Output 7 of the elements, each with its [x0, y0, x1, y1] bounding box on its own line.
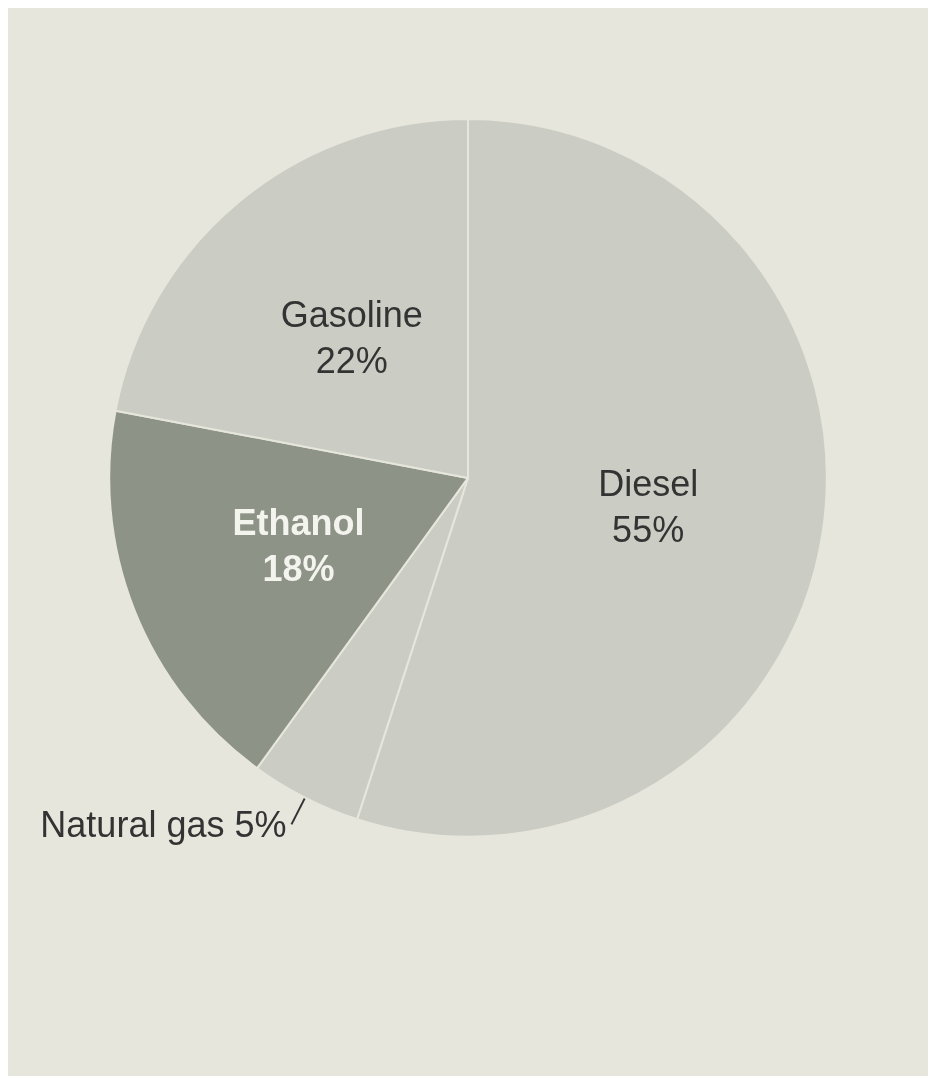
data-label: 22% — [315, 339, 388, 381]
slice-label: Ethanol — [232, 501, 365, 543]
slice-label: Gasoline — [280, 293, 423, 335]
slice-label: Diesel — [598, 462, 699, 504]
data-label: 18% — [262, 547, 335, 589]
data-label: 55% — [612, 508, 685, 550]
slice-label: Natural gas 5% — [40, 803, 287, 845]
